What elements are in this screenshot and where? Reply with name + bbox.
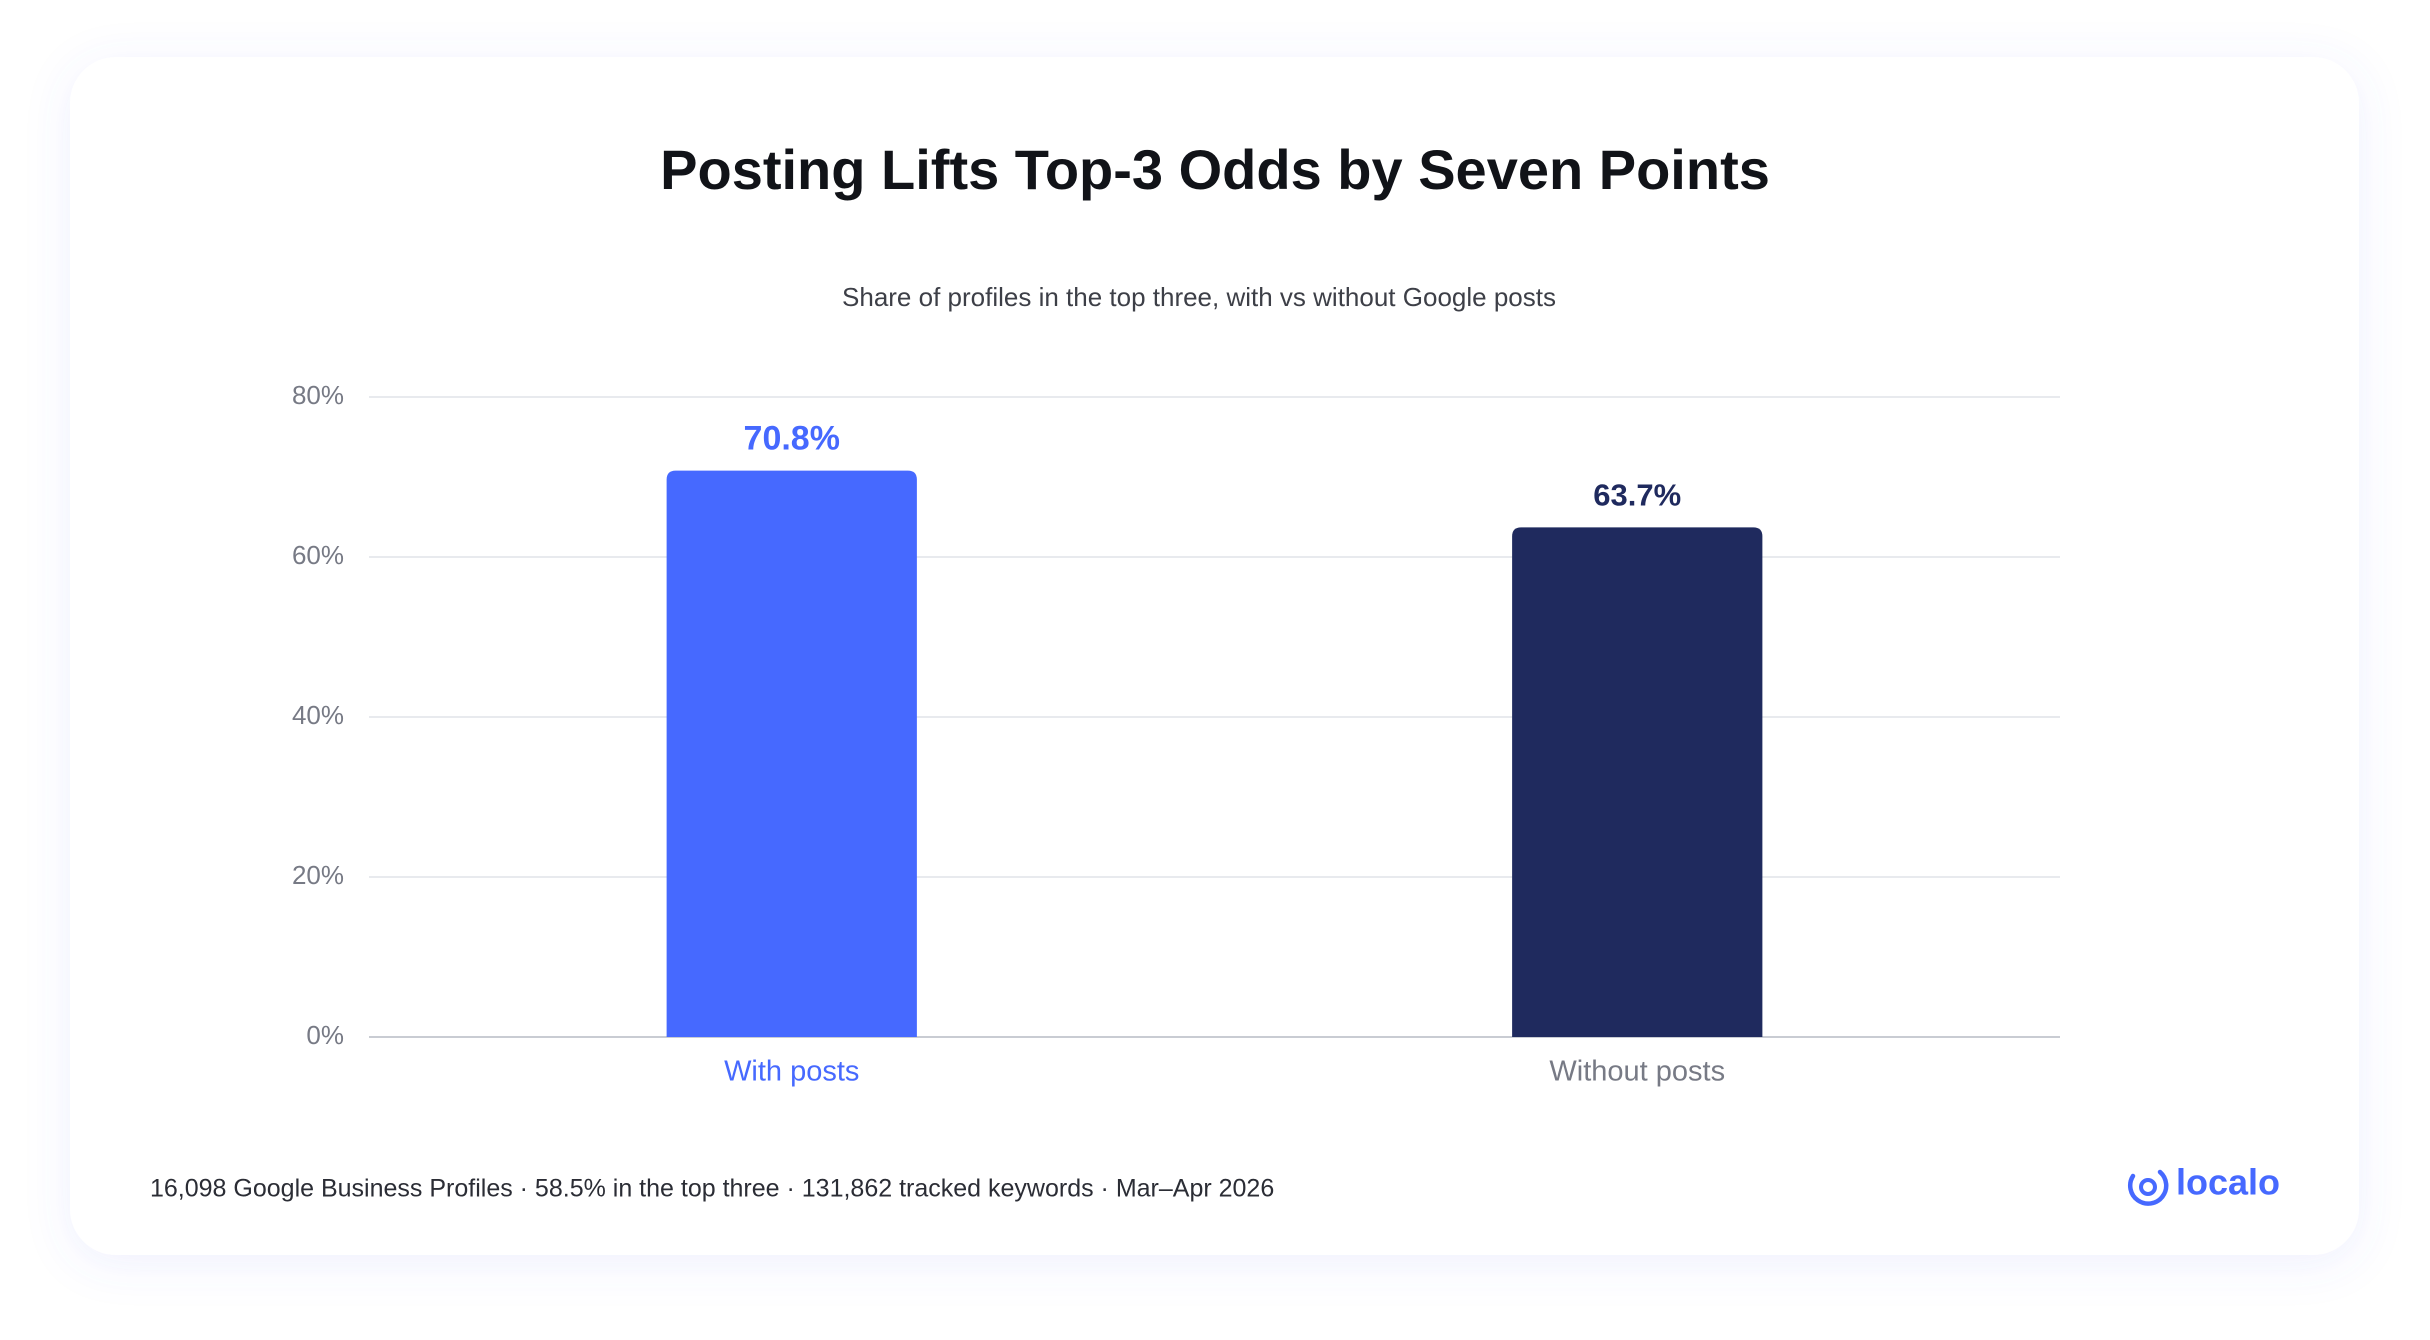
bar: [666, 470, 917, 1038]
y-tick-label: 80%: [292, 380, 344, 410]
y-tick-label: 20%: [292, 860, 344, 890]
brand-name: localo: [2176, 1162, 2280, 1203]
y-tick-label: 40%: [292, 700, 344, 730]
y-tick-label: 60%: [292, 540, 344, 570]
card: [70, 57, 2359, 1255]
y-tick-label: 0%: [306, 1020, 344, 1050]
footnote: 16,098 Google Business Profiles · 58.5% …: [150, 1175, 1274, 1203]
chart-subtitle: Share of profiles in the top three, with…: [842, 282, 1556, 312]
bar: [1512, 527, 1763, 1037]
logo-icon: [2139, 1178, 2157, 1196]
x-tick-label: Without posts: [1549, 1056, 1725, 1088]
value-label: 63.7%: [1593, 478, 1681, 513]
logo-icon: [2127, 1169, 2169, 1206]
value-label: 70.8%: [744, 420, 840, 458]
x-tick-label: With posts: [724, 1056, 859, 1088]
brand-logo: localo: [2127, 1162, 2280, 1206]
chart-title: Posting Lifts Top-3 Odds by Seven Points: [660, 138, 1770, 201]
